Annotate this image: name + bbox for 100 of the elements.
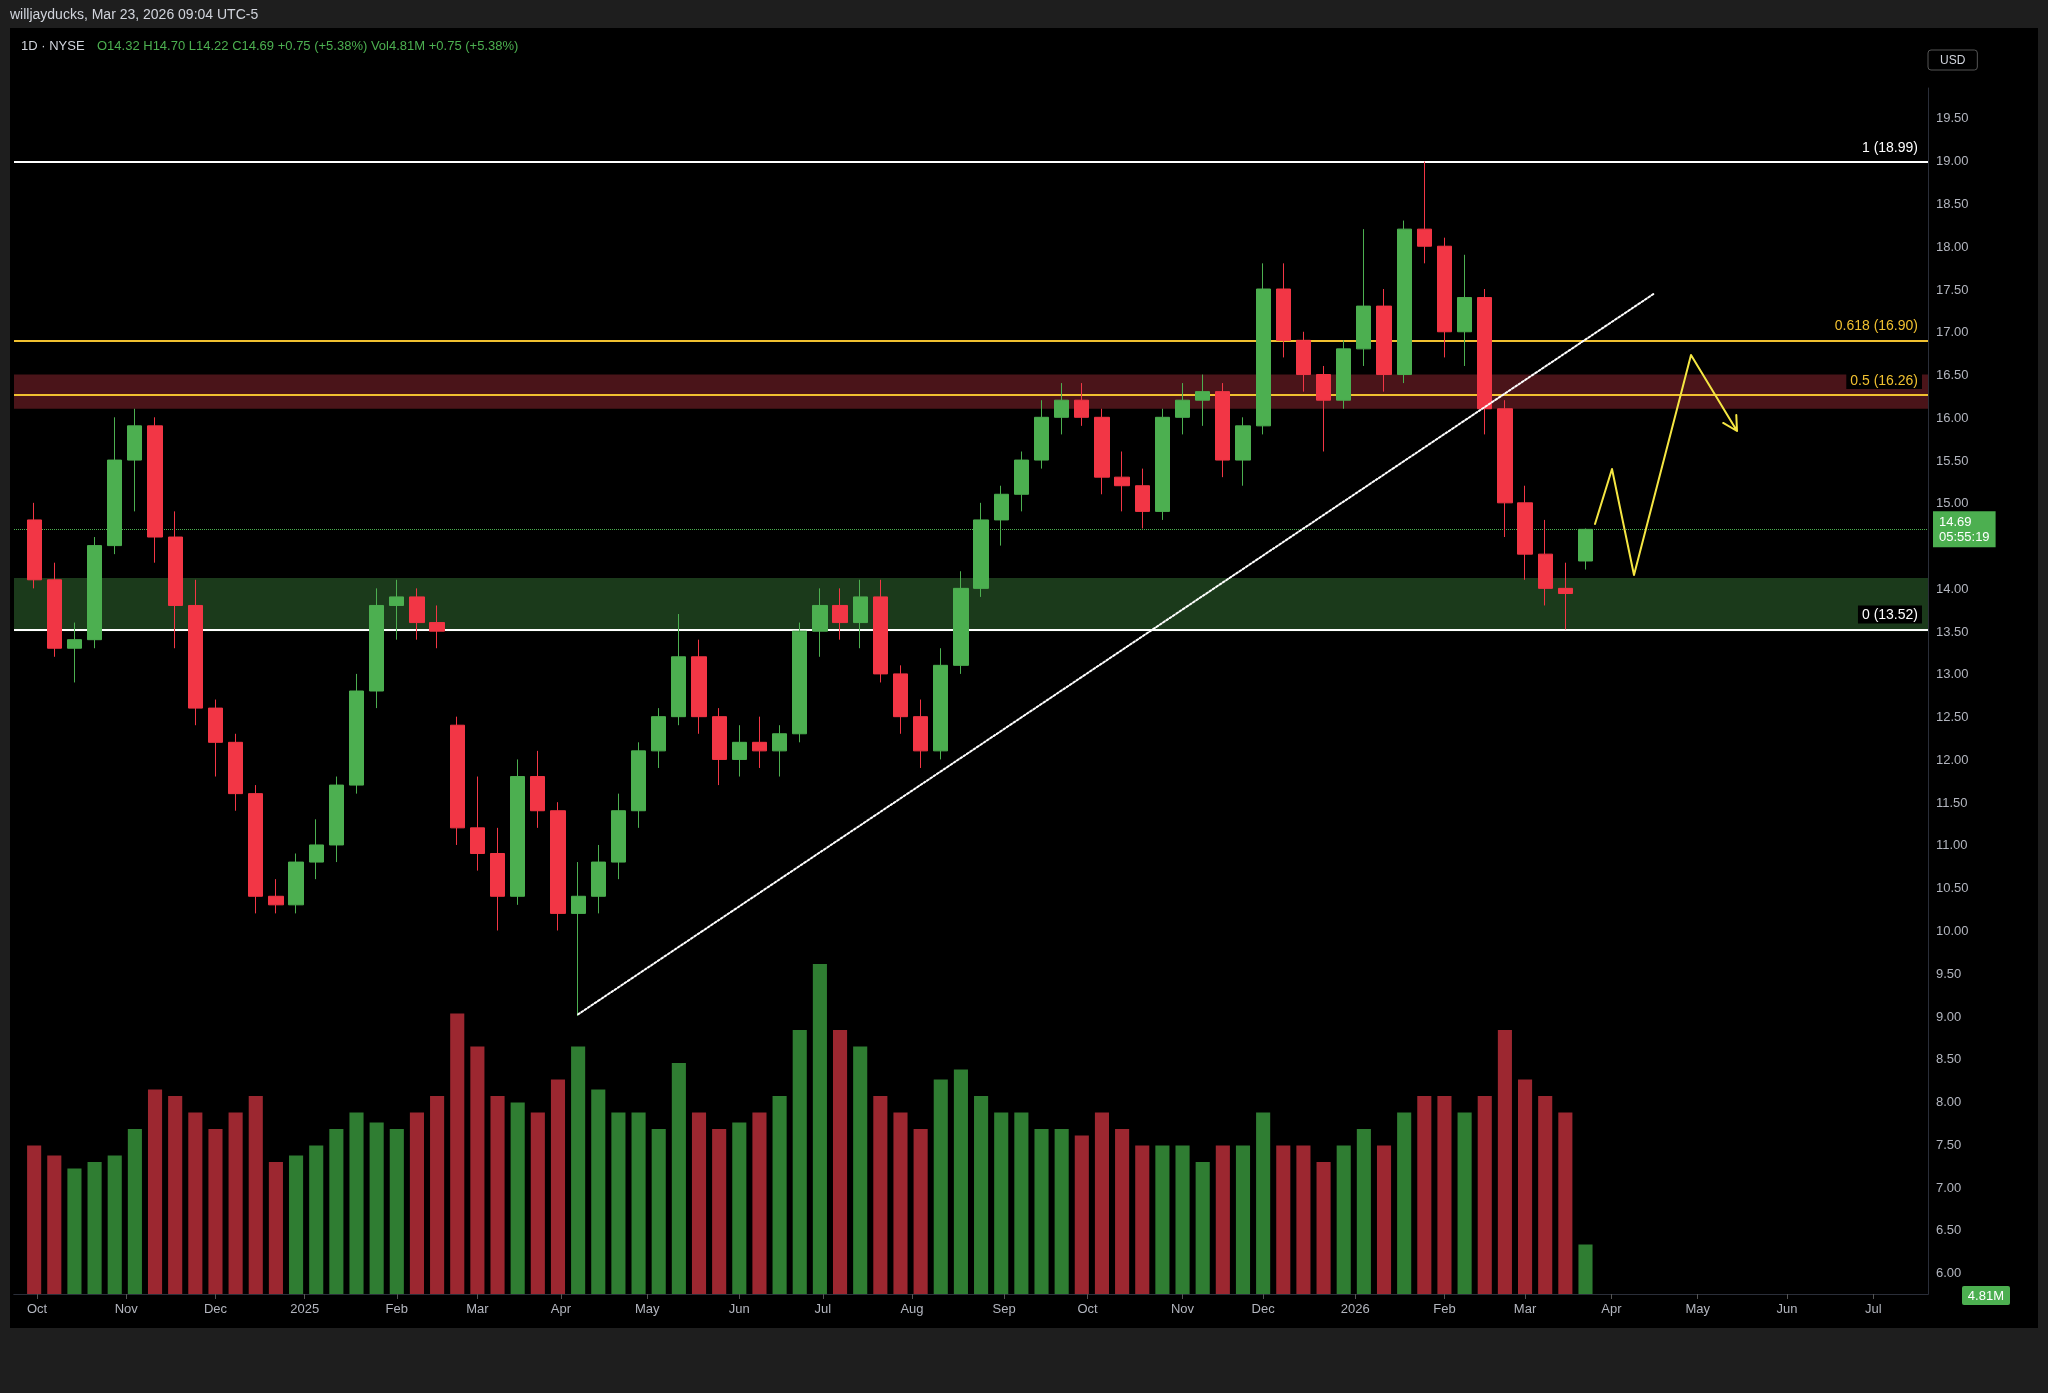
bar [1155,1145,1170,1294]
y-tick-label: 9.50 [1936,965,1962,981]
candlestick [772,724,787,778]
x-tick-label: Oct [1077,1301,1099,1316]
candlestick [1114,451,1130,512]
bar [994,1112,1009,1294]
bar [933,1079,948,1294]
bar [1094,1112,1110,1294]
candlestick [369,587,384,709]
bar [1034,1129,1049,1294]
candlestick [792,622,807,743]
candlestick [571,861,586,1017]
bar [1316,1162,1331,1294]
candlestick [208,699,223,778]
bar [1397,1112,1412,1294]
bar [1135,1145,1150,1294]
bar [651,1129,666,1294]
x-tick-label: Apr [550,1301,572,1316]
x-tick-label: Sep [992,1301,1016,1316]
ref-line-label: 1 (18.99) [1861,138,1918,155]
x-tick-label: Jun [728,1301,750,1316]
bar [389,1129,404,1294]
ref-line-label: 14.69 05:55:19 [1939,514,1990,545]
bar [470,1046,485,1294]
candlestick [873,579,888,683]
x-tick-label: 2025 [290,1301,320,1316]
y-tick-label: 11.00 [1936,837,1968,853]
candlestick [409,587,425,641]
bar [87,1162,102,1294]
candlestick [1074,382,1089,427]
y-tick-label: 7.50 [1936,1136,1962,1152]
candlestick [712,707,727,786]
candlestick [1135,468,1150,529]
candlestick [953,570,969,675]
bar [369,1122,384,1294]
candlestick [913,699,928,769]
candlestick [1497,399,1513,538]
bar [1235,1145,1251,1294]
x-tick-label: Mar [1513,1301,1537,1316]
y-tick-label: 16.00 [1936,409,1969,425]
bar [289,1155,304,1294]
candlestick [1054,382,1069,435]
bar [127,1129,142,1294]
bar [1336,1145,1351,1294]
bar [550,1079,566,1294]
candlestick [127,408,142,512]
bar [772,1096,787,1294]
y-tick-label: 16.50 [1936,367,1969,383]
y-tick-label: 6.50 [1936,1222,1962,1238]
bar [691,1112,707,1294]
x-tick-label: Aug [900,1301,924,1316]
y-tick-label: 15.00 [1936,495,1969,511]
bar [67,1168,82,1294]
y-tick-label: 12.00 [1936,751,1969,767]
bar [530,1112,545,1294]
bar [168,1096,183,1294]
y-tick-label: 14.00 [1936,580,1969,596]
y-tick-label: 7.00 [1936,1179,1962,1195]
candlestick [1014,451,1029,512]
bar [268,1162,283,1294]
candlestick [671,613,686,726]
candlestick [268,878,284,914]
bar [1195,1162,1210,1294]
candlestick [893,664,908,735]
y-tick-label: 13.00 [1936,666,1969,682]
bar [1054,1129,1069,1294]
candlestick [752,716,767,769]
ref-line-label: 0.5 (16.26) [1850,372,1918,389]
candlestick [1175,382,1190,435]
candlestick [87,536,102,649]
candlestick [933,647,948,760]
candlestick [1437,237,1452,358]
candlestick [1276,262,1291,358]
bar [571,1046,586,1294]
x-tick-label: Dec [203,1301,228,1316]
candlestick [1477,288,1492,435]
bar [1457,1112,1472,1294]
bar [1477,1096,1492,1294]
ref-line-label: 0.618 (16.90) [1834,317,1918,334]
bar [1558,1112,1573,1294]
bar [1215,1145,1230,1294]
candlestick [389,579,404,641]
candlestick [1316,365,1331,453]
x-tick-label: Mar [466,1301,490,1316]
candlestick [429,604,445,649]
y-tick-label: 6.00 [1936,1265,1962,1281]
x-tick-label: Nov [114,1301,139,1316]
candlestick [188,579,203,726]
bar [228,1112,243,1294]
bar [490,1096,505,1294]
y-tick-label: 15.50 [1936,452,1969,468]
bar [1497,1030,1512,1294]
candlestick [67,622,82,683]
y-tick-label: 12.50 [1936,709,1969,725]
y-tick-label: 8.50 [1936,1051,1962,1067]
candlestick [853,579,868,649]
bar [510,1102,525,1294]
candlestick [1417,161,1432,264]
bar [27,1145,42,1294]
bar [631,1112,646,1294]
